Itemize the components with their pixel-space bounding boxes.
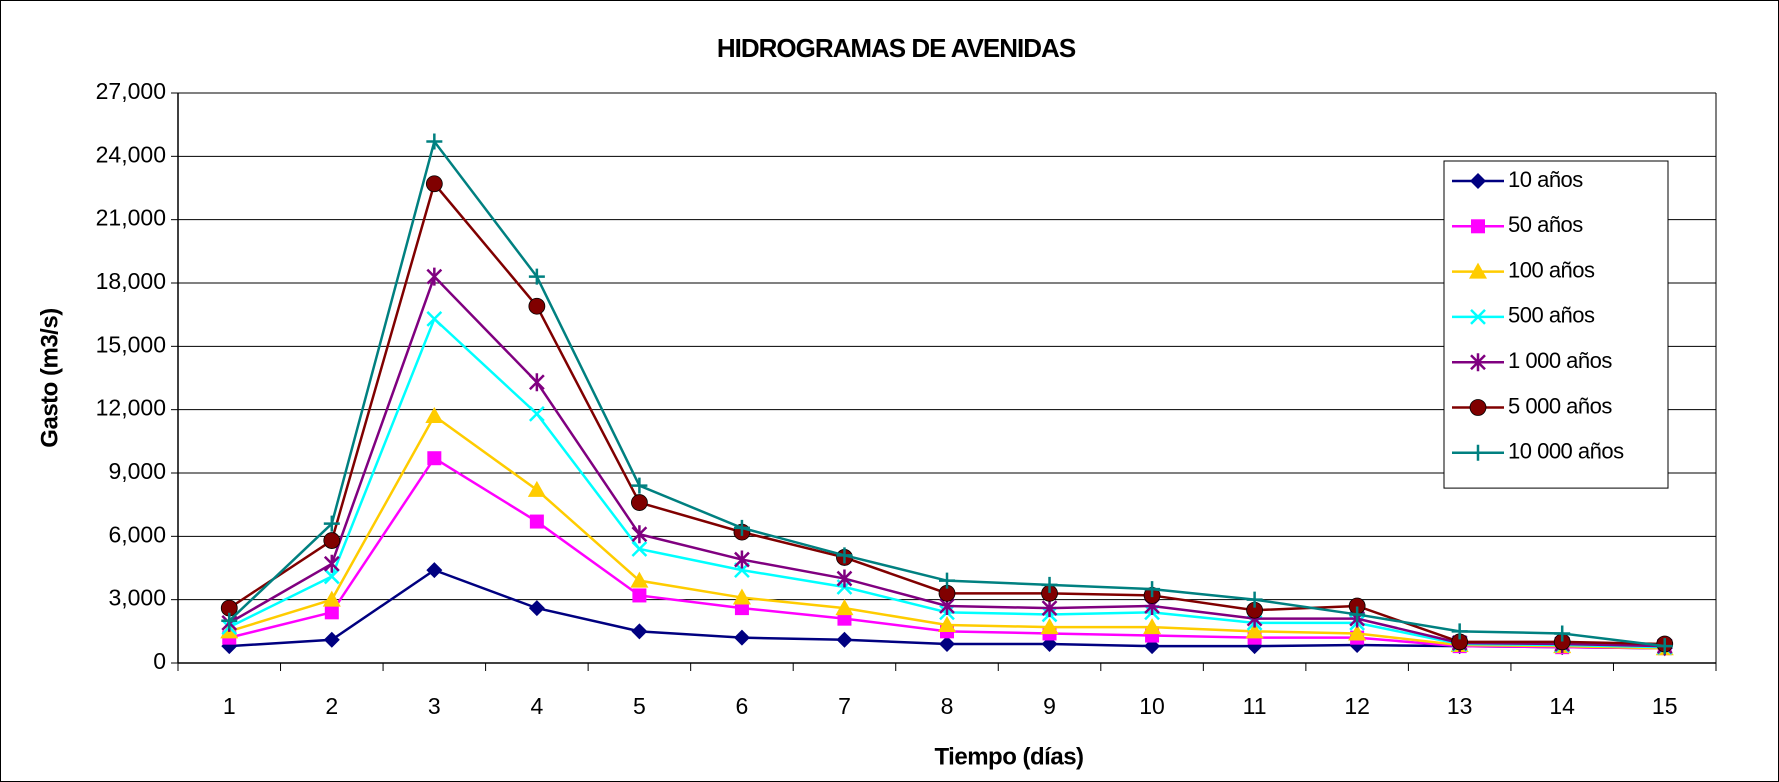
x-tick-label: 5 bbox=[633, 693, 646, 719]
data-point bbox=[836, 631, 853, 648]
y-tick-label: 24,000 bbox=[96, 141, 166, 167]
data-point bbox=[528, 406, 545, 422]
data-point bbox=[733, 519, 750, 536]
chart-title: HIDROGRAMAS DE AVENIDAS bbox=[717, 33, 1076, 63]
data-point bbox=[1040, 618, 1059, 635]
x-tick-label: 10 bbox=[1139, 693, 1165, 719]
data-point bbox=[323, 554, 340, 573]
data-point bbox=[734, 601, 749, 616]
data-point bbox=[324, 605, 339, 620]
y-tick-label: 12,000 bbox=[96, 395, 166, 421]
data-point bbox=[1554, 625, 1571, 642]
x-tick-label: 8 bbox=[941, 693, 954, 719]
data-point bbox=[426, 133, 443, 150]
data-point bbox=[631, 494, 648, 511]
data-point bbox=[1245, 622, 1264, 639]
x-tick-label: 15 bbox=[1652, 693, 1678, 719]
data-point bbox=[1041, 599, 1058, 618]
x-tick-label: 12 bbox=[1344, 693, 1370, 719]
data-point bbox=[426, 311, 443, 327]
x-tick-label: 13 bbox=[1447, 693, 1473, 719]
data-point bbox=[1143, 618, 1162, 635]
data-point bbox=[836, 547, 853, 564]
legend-marker bbox=[1470, 309, 1486, 325]
data-point bbox=[529, 514, 544, 529]
y-tick-label: 9,000 bbox=[108, 458, 166, 484]
data-point bbox=[630, 571, 649, 588]
data-point bbox=[425, 407, 444, 423]
data-point bbox=[425, 175, 443, 193]
data-point bbox=[322, 590, 341, 607]
data-point bbox=[732, 588, 751, 605]
data-point bbox=[221, 612, 238, 629]
data-point bbox=[1041, 576, 1058, 593]
data-point bbox=[528, 297, 546, 315]
data-point bbox=[426, 562, 443, 579]
legend-marker bbox=[1471, 219, 1485, 234]
legend-label: 500 años bbox=[1508, 303, 1595, 328]
legend-marker bbox=[1469, 262, 1487, 279]
legend: 10 años 50 años 100 años 500 años 1 000 años… bbox=[1443, 160, 1669, 489]
data-point bbox=[1349, 606, 1366, 623]
data-point bbox=[939, 572, 955, 589]
x-tick-label: 14 bbox=[1549, 693, 1575, 719]
legend-marker bbox=[1469, 399, 1487, 416]
y-tick-label: 0 bbox=[153, 648, 166, 674]
data-point bbox=[631, 541, 648, 557]
data-point bbox=[323, 631, 340, 648]
data-point bbox=[837, 611, 852, 626]
data-point bbox=[631, 623, 648, 640]
x-tick-label: 9 bbox=[1043, 693, 1056, 719]
x-tick-label: 6 bbox=[736, 693, 749, 719]
legend-label: 1 000 años bbox=[1508, 348, 1612, 373]
data-point bbox=[836, 569, 853, 588]
data-point bbox=[734, 550, 750, 569]
x-tick-label: 1 bbox=[223, 693, 236, 719]
data-point bbox=[1144, 581, 1161, 598]
data-point bbox=[835, 599, 854, 616]
data-point bbox=[427, 451, 442, 466]
data-point bbox=[323, 568, 340, 585]
x-tick-label: 7 bbox=[838, 693, 851, 719]
data-point bbox=[528, 373, 545, 392]
y-axis-title: Gasto (m3/s) bbox=[36, 308, 63, 447]
data-point bbox=[1246, 591, 1263, 608]
y-tick-label: 3,000 bbox=[108, 585, 166, 611]
data-point bbox=[631, 525, 648, 544]
data-point bbox=[527, 480, 546, 497]
data-point bbox=[1348, 624, 1367, 641]
legend-label: 5 000 años bbox=[1508, 393, 1612, 418]
x-tick-label: 2 bbox=[325, 693, 338, 719]
data-point bbox=[1451, 623, 1468, 640]
x-tick-label: 4 bbox=[530, 693, 543, 719]
x-tick-label: 3 bbox=[428, 693, 441, 719]
legend-marker bbox=[1470, 353, 1486, 372]
legend-label: 100 años bbox=[1508, 257, 1595, 282]
legend-label: 10 000 años bbox=[1508, 439, 1624, 464]
legend-marker bbox=[1470, 173, 1486, 189]
data-point bbox=[528, 268, 545, 285]
data-point bbox=[938, 616, 956, 632]
legend-label: 50 años bbox=[1508, 212, 1583, 237]
legend-box bbox=[1443, 160, 1669, 489]
y-tick-label: 21,000 bbox=[96, 205, 166, 231]
data-point bbox=[632, 588, 647, 603]
y-tick-label: 15,000 bbox=[96, 331, 166, 357]
x-tick-label: 11 bbox=[1243, 693, 1267, 719]
legend-label: 10 años bbox=[1508, 167, 1583, 192]
data-point bbox=[528, 600, 545, 617]
y-tick-label: 18,000 bbox=[96, 268, 166, 294]
data-point bbox=[631, 477, 648, 494]
data-point bbox=[323, 515, 340, 532]
data-point bbox=[1656, 638, 1673, 655]
y-tick-label: 27,000 bbox=[96, 78, 166, 104]
data-point bbox=[939, 636, 955, 652]
legend-marker bbox=[1470, 444, 1486, 461]
data-point bbox=[323, 532, 341, 549]
x-axis-title: Tiempo (días) bbox=[934, 743, 1083, 770]
data-point bbox=[733, 629, 750, 646]
y-tick-label: 6,000 bbox=[108, 521, 166, 547]
data-point bbox=[426, 267, 443, 286]
